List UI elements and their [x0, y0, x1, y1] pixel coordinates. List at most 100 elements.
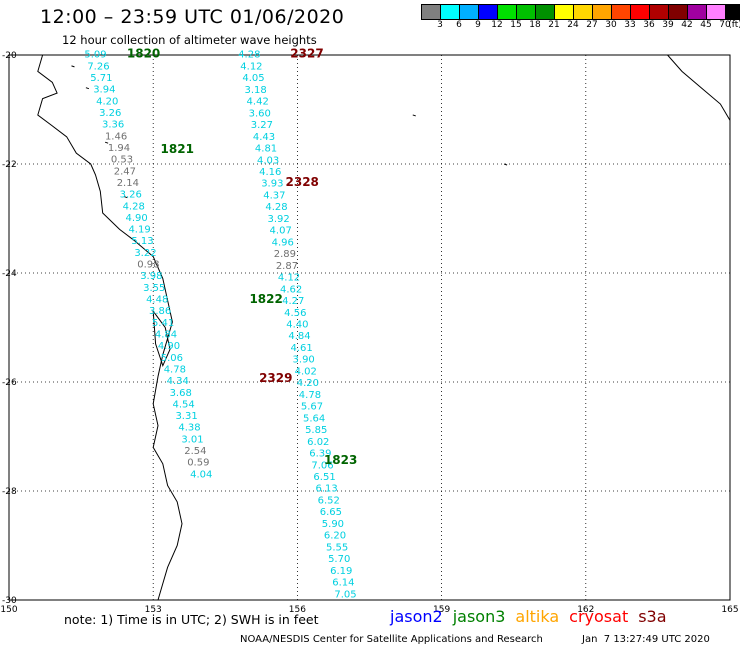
legend-swatch — [517, 5, 536, 19]
island-outline — [124, 196, 128, 199]
legend-swatch — [574, 5, 593, 19]
swh-value: 5.85 — [305, 425, 327, 436]
island-outline — [412, 114, 416, 117]
swh-value: 3.01 — [181, 434, 203, 445]
swh-value: 6.52 — [318, 495, 340, 506]
lon-tick-label: 156 — [289, 605, 306, 615]
swh-value: 6.65 — [320, 507, 342, 518]
swh-value: 3.86 — [149, 306, 171, 317]
legend-label: 70 — [719, 20, 731, 30]
swh-value: 3.18 — [244, 85, 266, 96]
swh-value: 4.40 — [286, 320, 308, 331]
legend-label: 15 — [510, 20, 522, 30]
swh-value: 7.06 — [311, 460, 333, 471]
swh-value: 3.98 — [140, 271, 162, 282]
lon-tick-label: 150 — [0, 605, 17, 615]
swh-value: 4.62 — [280, 284, 302, 295]
lat-tick-label: -24 — [2, 269, 17, 279]
swh-value: 4.20 — [96, 96, 118, 107]
swh-value: 7.26 — [87, 61, 109, 72]
satellite-altika: altika — [515, 607, 560, 626]
legend-label: 9 — [475, 20, 481, 30]
legend-swatch — [612, 5, 631, 19]
swh-value: 4.54 — [173, 399, 195, 410]
swh-value: 4.28 — [123, 201, 145, 212]
pass-label: 1820 — [127, 47, 160, 61]
pass-label: 2328 — [286, 175, 319, 189]
swh-value: 4.42 — [247, 97, 269, 108]
pass-label: 1822 — [249, 292, 282, 306]
satellite-s3a: s3a — [638, 607, 667, 626]
swh-value: 4.02 — [295, 366, 317, 377]
swh-value: 5.09 — [84, 50, 106, 61]
swh-value: 5.55 — [326, 542, 348, 553]
swh-value: 3.93 — [261, 179, 283, 190]
swh-value: 4.16 — [259, 167, 281, 178]
swh-value: 4.78 — [164, 364, 186, 375]
legend-swatch — [498, 5, 517, 19]
legend-label: 45 — [700, 20, 712, 30]
legend-swatch — [707, 5, 726, 19]
pass-label: 1821 — [161, 142, 194, 156]
page-subtitle: 12 hour collection of altimeter wave hei… — [62, 33, 317, 47]
legend-label: 21 — [548, 20, 560, 30]
swh-value: 6.51 — [313, 472, 335, 483]
swh-value: 4.28 — [265, 202, 287, 213]
lat-tick-label: -28 — [2, 487, 17, 497]
lon-tick-label: 159 — [433, 605, 450, 615]
legend-swatch — [460, 5, 479, 19]
swh-value: 4.27 — [282, 296, 304, 307]
coastline — [37, 54, 183, 601]
swh-value: 0.53 — [111, 155, 133, 166]
swh-value: 3.36 — [102, 120, 124, 131]
credit-timestamp: Jan 7 13:27:49 UTC 2020 — [582, 634, 710, 645]
swh-value: 5.71 — [90, 73, 112, 84]
swh-value: 4.81 — [255, 144, 277, 155]
swh-value: 0.98 — [137, 260, 159, 271]
swh-value: 6.02 — [307, 437, 329, 448]
lat-tick-label: -22 — [2, 160, 17, 170]
swh-value: 4.90 — [158, 341, 180, 352]
swh-value: 1.46 — [105, 131, 127, 142]
swh-value: 4.78 — [299, 390, 321, 401]
lat-tick-label: -30 — [2, 596, 17, 606]
legend-swatch — [536, 5, 555, 19]
legend-label: 18 — [529, 20, 541, 30]
color-legend — [421, 4, 740, 20]
swh-value: 2.47 — [114, 166, 136, 177]
swh-value: 6.20 — [324, 531, 346, 542]
swh-value: 2.14 — [117, 178, 139, 189]
swh-value: 4.61 — [290, 343, 312, 354]
swh-value: 5.41 — [152, 318, 174, 329]
legend-swatch — [422, 5, 441, 19]
satellite-cryosat: cryosat — [569, 607, 629, 626]
map-frame — [8, 54, 731, 601]
swh-value: 5.13 — [131, 236, 153, 247]
swh-value: 6.14 — [332, 578, 354, 589]
swh-value: 3.31 — [175, 411, 197, 422]
swh-value: 0.59 — [187, 458, 209, 469]
legend-label: 36 — [643, 20, 655, 30]
swh-value: 5.67 — [301, 402, 323, 413]
swh-value: 4.12 — [278, 273, 300, 284]
swh-value: 2.87 — [276, 261, 298, 272]
satellite-jason3: jason3 — [452, 607, 506, 626]
pass-label: 2327 — [290, 47, 323, 61]
lon-tick-label: 162 — [577, 605, 594, 615]
legend-swatch — [669, 5, 688, 19]
swh-value: 4.90 — [126, 213, 148, 224]
swh-value: 3.68 — [170, 388, 192, 399]
legend-label: 12 — [491, 20, 503, 30]
legend-label: 24 — [567, 20, 579, 30]
legend-label: 3 — [437, 20, 443, 30]
swh-value: 4.48 — [146, 295, 168, 306]
lon-tick-label: 153 — [145, 605, 162, 615]
legend-swatch — [650, 5, 669, 19]
satellite-legend: jason2 jason3 altika cryosat s3a — [390, 607, 677, 626]
legend-swatch — [441, 5, 460, 19]
swh-value: 4.56 — [284, 308, 306, 319]
swh-value: 4.84 — [288, 331, 310, 342]
swh-value: 3.27 — [251, 120, 273, 131]
credit-text: NOAA/NESDIS Center for Satellite Applica… — [240, 634, 543, 645]
footer-note: note: 1) Time is in UTC; 2) SWH is in fe… — [64, 612, 319, 627]
